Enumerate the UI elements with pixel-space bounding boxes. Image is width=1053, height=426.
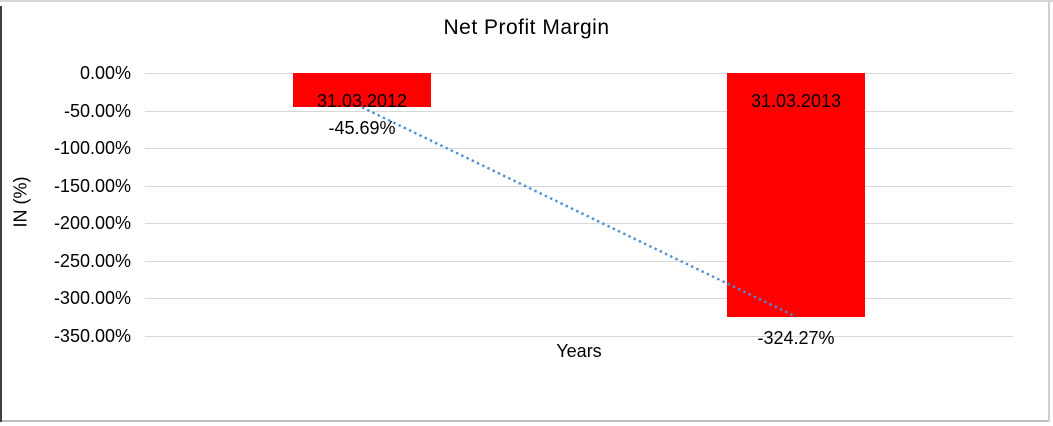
y-tick-label: 0.00% [79,63,131,83]
gridline [145,336,1013,337]
y-tick-label: -200.00% [53,213,131,233]
y-tick-label: -50.00% [63,101,131,121]
gridline [145,73,1013,74]
gridline [145,223,1013,224]
y-tick-label: -150.00% [53,176,131,196]
frame-border-right [1048,1,1050,422]
gridline [145,298,1013,299]
value-label: -45.69% [328,118,396,138]
gridline [145,186,1013,187]
y-tick-label: -350.00% [53,326,131,346]
chart-title: Net Profit Margin [443,16,610,39]
frame-border-left [0,6,2,422]
category-label: 31.03.2013 [750,91,842,111]
category-label: 31.03.2012 [316,91,408,111]
y-tick-label: -100.00% [53,138,131,158]
gridline [145,148,1013,149]
y-tick-label: -300.00% [53,288,131,308]
frame-border-top [0,0,1053,2]
gridline [145,261,1013,262]
value-label: -324.27% [757,328,835,348]
x-axis-title: Years [556,341,602,361]
frame-border-bottom [2,420,1048,422]
bar-31.03.2012[interactable] [293,73,431,107]
y-tick-label: -250.00% [53,251,131,271]
